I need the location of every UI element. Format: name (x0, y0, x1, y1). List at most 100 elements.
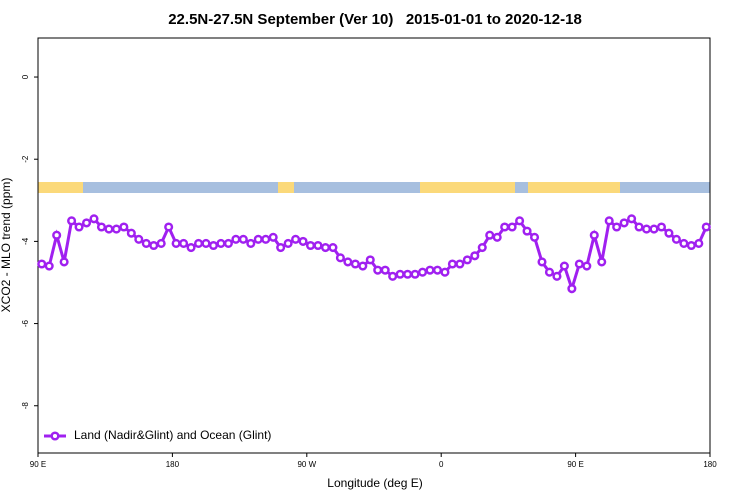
point (52, 230, 62, 240)
point (515, 216, 525, 226)
point (597, 257, 607, 267)
point (544, 267, 555, 277)
point (604, 216, 614, 226)
point (455, 259, 465, 269)
y-tick-label: -2 (21, 155, 30, 163)
point (343, 257, 353, 267)
point (500, 222, 510, 232)
point (447, 259, 457, 269)
point (671, 234, 681, 244)
land (278, 182, 294, 193)
point (246, 238, 256, 248)
point (156, 238, 166, 248)
point (37, 259, 47, 269)
point (410, 269, 420, 279)
point (559, 261, 569, 271)
point (298, 236, 308, 246)
chart-title: 22.5N-27.5N September (Ver 10) 2015-01-0… (168, 11, 582, 28)
point (417, 267, 428, 277)
point (574, 259, 584, 269)
x-axis-label: Longitude (deg E) (327, 476, 422, 490)
point (74, 222, 84, 232)
ocean (38, 182, 710, 193)
point (686, 240, 696, 251)
land (38, 182, 83, 193)
x-tick-label: 90 E (567, 460, 583, 469)
point (328, 243, 338, 253)
point (492, 232, 502, 242)
point (507, 222, 517, 232)
point (119, 222, 129, 232)
point (552, 271, 562, 281)
point (567, 284, 577, 294)
x-tick-label: 90 E (30, 460, 46, 469)
point (268, 232, 278, 242)
point (96, 222, 107, 232)
point (67, 216, 77, 226)
point (388, 271, 398, 281)
point (291, 234, 301, 244)
point (649, 224, 659, 234)
point (149, 240, 159, 251)
point (656, 222, 667, 232)
point (216, 238, 226, 248)
y-axis-label: XCO2 - MLO trend (ppm) (0, 178, 13, 313)
point (529, 232, 540, 242)
point (701, 222, 711, 232)
point (283, 238, 293, 248)
point (477, 243, 487, 253)
point (395, 269, 405, 279)
point (612, 222, 622, 232)
point (365, 255, 375, 265)
legend-label: Land (Nadir&Glint) and Ocean (Glint) (74, 428, 271, 442)
x-tick-label: 90 W (297, 460, 316, 469)
point (350, 259, 360, 269)
point (223, 238, 233, 248)
point (276, 243, 286, 253)
point (582, 261, 592, 271)
point (627, 214, 637, 224)
point (589, 230, 599, 240)
point (81, 218, 92, 228)
point (403, 269, 413, 279)
point (179, 238, 189, 248)
point (111, 224, 121, 234)
y-tick-label: -8 (21, 402, 30, 410)
point (320, 243, 331, 253)
point (231, 234, 241, 244)
x-tick-label: 180 (703, 460, 717, 469)
point (208, 240, 219, 251)
point (305, 240, 316, 251)
point (619, 218, 629, 228)
point (380, 265, 390, 275)
point (253, 234, 263, 244)
land (528, 182, 620, 193)
point (186, 243, 196, 253)
point (537, 257, 547, 267)
point (44, 261, 54, 271)
point (373, 265, 383, 275)
point (261, 234, 271, 244)
point (694, 238, 704, 248)
point (634, 222, 644, 232)
y-tick-label: 0 (21, 74, 30, 79)
point (201, 238, 211, 248)
y-tick-label: -6 (21, 319, 30, 327)
point (126, 228, 136, 238)
point (641, 224, 652, 234)
point (432, 265, 443, 275)
point (335, 253, 345, 263)
point (141, 238, 151, 248)
point (171, 238, 181, 248)
point (358, 261, 368, 271)
point (462, 255, 472, 265)
point (425, 265, 435, 275)
point (470, 251, 480, 261)
point (164, 222, 174, 232)
point (485, 230, 495, 240)
point (89, 214, 99, 224)
legend-marker (50, 431, 60, 441)
point (664, 228, 674, 238)
point (134, 234, 144, 244)
series-line (41, 216, 708, 294)
